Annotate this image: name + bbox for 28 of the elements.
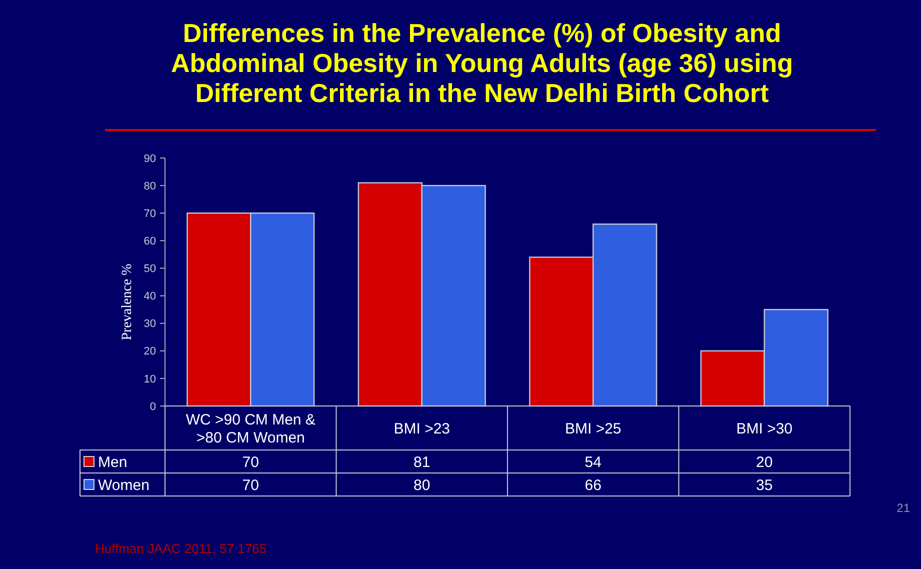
y-tick-label: 30: [144, 318, 156, 330]
y-tick-label: 20: [144, 346, 156, 358]
data-label: 35: [756, 476, 773, 494]
text: Huffman JAAC 2011, 57 1765: [95, 541, 267, 556]
y-tick-label: 40: [144, 290, 156, 303]
legend-label: Women: [98, 476, 150, 494]
y-tick-label: 10: [144, 373, 156, 386]
data-label: 70: [242, 476, 259, 494]
data-label: 20: [756, 454, 773, 471]
x-tick-label: BMI >23: [394, 420, 450, 438]
data-label: 80: [414, 476, 430, 494]
y-tick-label: 80: [144, 180, 156, 192]
y-axis-title: Prevalence %: [120, 263, 135, 340]
x-tick-label: BMI >25: [564, 420, 622, 438]
x-tick-label: WC >90 CM Men & >80 CM Women: [186, 411, 316, 446]
y-tick-label: 70: [144, 208, 156, 220]
data-label: 54: [584, 454, 602, 471]
y-tick-label: 60: [144, 236, 156, 248]
data-label: 66: [584, 476, 602, 494]
legend-label: Men: [98, 454, 128, 471]
data-label: 81: [414, 454, 430, 471]
y-tick-label: 90: [144, 152, 156, 165]
text: 21: [896, 501, 910, 515]
x-tick-label: BMI >30: [736, 420, 793, 438]
data-label: 70: [242, 454, 259, 471]
y-tick-label: 0: [150, 400, 156, 413]
y-tick-label: 50: [144, 263, 156, 276]
chart-title: Differences in the Prevalence (%) of Obesity and Abdominal Obesity in Young Adults (age 36) using Different Criteria in the New Delhi Birth Cohort: [170, 18, 794, 108]
